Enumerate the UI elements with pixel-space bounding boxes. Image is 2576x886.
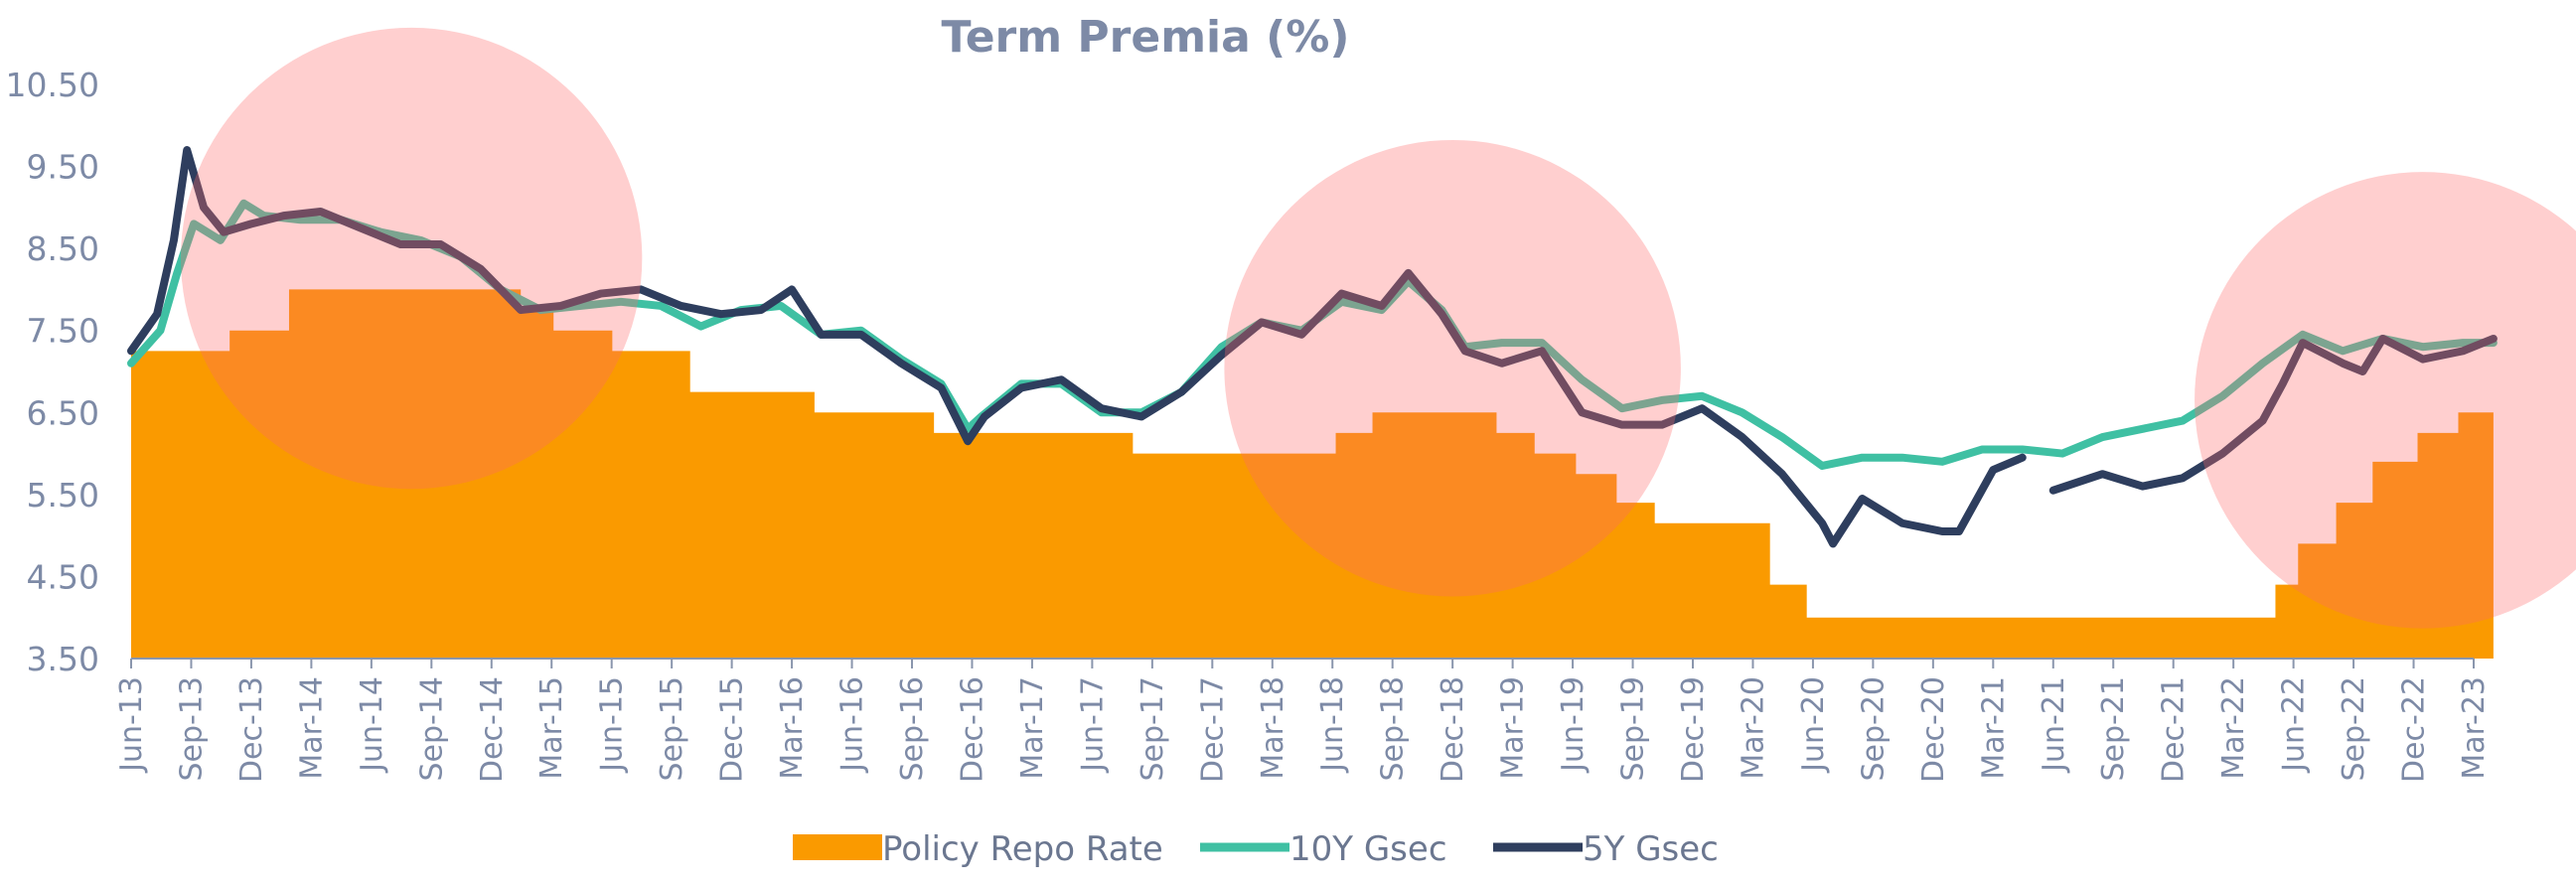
highlight-circle — [180, 27, 643, 490]
x-tick-label: Dec-17 — [1195, 676, 1230, 783]
x-tick-label: Sep-17 — [1136, 676, 1170, 782]
plot-area — [127, 27, 2576, 659]
x-tick-label: Jun-14 — [355, 676, 389, 774]
y-tick-label: 5.50 — [27, 476, 99, 515]
legend-label: 10Y Gsec — [1289, 829, 1447, 869]
x-tick-label: Mar-21 — [1976, 676, 2011, 780]
x-tick-label: Mar-20 — [1736, 676, 1770, 780]
x-tick-label: Mar-16 — [775, 676, 810, 780]
x-tick-label: Jun-16 — [835, 676, 870, 774]
x-tick-label: Dec-14 — [475, 676, 510, 783]
y-tick-label: 6.50 — [27, 393, 99, 432]
x-tick-label: Sep-21 — [2096, 676, 2131, 782]
series-line-5y-gsec — [127, 146, 2498, 548]
x-tick-label: Dec-20 — [1916, 676, 1951, 783]
x-tick-label: Dec-22 — [2397, 676, 2432, 783]
x-tick-label: Sep-14 — [414, 676, 449, 782]
x-tick-label: Mar-14 — [294, 676, 329, 780]
x-tick-label: Jun-15 — [595, 676, 630, 774]
y-axis: 3.50 4.50 5.50 6.50 7.50 8.50 9.50 10.50 — [6, 66, 99, 678]
chart-title: Term Premia (%) — [942, 12, 1350, 63]
x-tick-label: Dec-16 — [955, 676, 989, 783]
x-tick-label: Mar-19 — [1496, 676, 1531, 780]
x-tick-label: Sep-20 — [1856, 676, 1891, 782]
highlight-circle — [1224, 139, 1681, 597]
highlight-circle — [2195, 172, 2576, 629]
x-tick-label: Dec-15 — [715, 676, 750, 783]
x-tick-label: Mar-18 — [1256, 676, 1290, 780]
legend-swatch-policy-repo-rate — [793, 834, 882, 860]
x-tick-label: Jun-19 — [1556, 676, 1591, 774]
x-tick-label: Dec-18 — [1436, 676, 1470, 783]
x-tick-label: Mar-17 — [1015, 676, 1050, 780]
x-tick-label: Sep-19 — [1616, 676, 1651, 782]
legend: Policy Repo Rate 10Y Gsec 5Y Gsec — [793, 829, 1719, 869]
x-tick-label: Mar-22 — [2216, 676, 2251, 780]
series-area-policy-repo-rate — [131, 289, 2494, 659]
y-tick-label: 3.50 — [27, 640, 99, 678]
y-tick-label: 7.50 — [27, 312, 99, 351]
y-tick-label: 10.50 — [6, 66, 99, 104]
x-tick-label: Mar-15 — [534, 676, 569, 780]
x-tick-label: Sep-15 — [655, 676, 689, 782]
x-tick-label: Sep-18 — [1376, 676, 1411, 782]
y-tick-label: 9.50 — [27, 148, 99, 187]
x-tick-label: Jun-20 — [1796, 676, 1831, 774]
x-tick-label: Dec-13 — [234, 676, 269, 783]
y-tick-label: 8.50 — [27, 229, 99, 268]
y-tick-label: 4.50 — [27, 557, 99, 596]
x-tick-label: Jun-21 — [2037, 676, 2071, 774]
x-tick-label: Jun-18 — [1315, 676, 1350, 774]
x-tick-label: Dec-19 — [1676, 676, 1711, 783]
x-tick-label: Dec-21 — [2157, 676, 2192, 783]
x-tick-label: Sep-16 — [895, 676, 930, 782]
x-axis: Jun-13 Sep-13 Dec-13 Mar-14 Jun-14 Sep-14 Dec-… — [114, 658, 2492, 783]
x-tick-label: Jun-17 — [1075, 676, 1110, 774]
legend-label: Policy Repo Rate — [882, 829, 1163, 869]
x-tick-label: Sep-22 — [2337, 676, 2371, 782]
legend-label: 5Y Gsec — [1583, 829, 1719, 869]
x-tick-label: Sep-13 — [174, 676, 209, 782]
x-tick-label: Mar-23 — [2457, 676, 2492, 780]
x-tick-label: Jun-22 — [2277, 676, 2312, 774]
x-tick-label: Jun-13 — [114, 676, 149, 774]
